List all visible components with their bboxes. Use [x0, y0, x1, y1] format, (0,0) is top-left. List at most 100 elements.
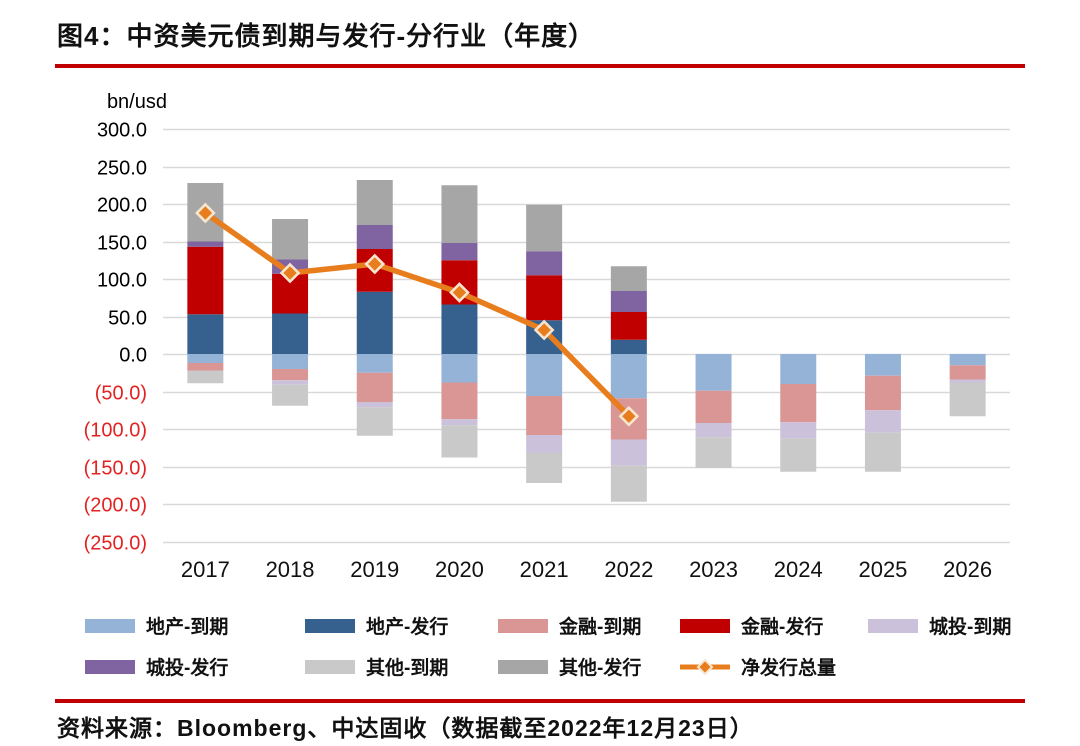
bar-segment-城投-发行 [187, 241, 224, 247]
bar-segment-其他-发行 [441, 185, 478, 243]
legend-label: 其他-到期 [366, 658, 449, 679]
net-issuance-marker [618, 405, 640, 427]
figure-title: 图4：中资美元债到期与发行-分行业（年度） [57, 21, 596, 51]
legend-swatch-icon [85, 618, 135, 633]
bar-segment-金融-到期 [864, 375, 901, 411]
legend-item-城投-到期: 城投-到期 [868, 612, 1011, 639]
y-axis-tick-label: 100.0 [97, 270, 147, 292]
bar-segment-金融-到期 [272, 369, 309, 381]
legend-label: 城投-发行 [146, 658, 229, 679]
bar-segment-金融-到期 [695, 390, 732, 423]
x-axis-tick-label: 2021 [520, 557, 569, 582]
bar-segment-城投-到期 [441, 419, 478, 426]
legend-row-2: 城投-发行 其他-到期 其他-发行 净发行总量 [0, 653, 1080, 680]
bar-segment-城投-到期 [526, 435, 563, 453]
bar-segment-城投-到期 [695, 423, 732, 438]
net-issuance-marker [449, 282, 470, 303]
net-issuance-marker [364, 253, 386, 275]
bar-segment-金融-发行 [610, 312, 647, 340]
bar-segment-地产-到期 [187, 354, 224, 363]
legend-item-城投-发行: 城投-发行 [85, 653, 228, 680]
bar-segment-城投-到期 [864, 410, 901, 433]
bar-segment-地产-到期 [780, 354, 817, 384]
y-axis-tick-label: (50.0) [95, 383, 147, 405]
net-issuance-marker [279, 262, 301, 284]
bar-segment-其他-到期 [356, 407, 393, 436]
legend-label: 金融-发行 [741, 617, 824, 638]
bar-segment-金融-发行 [526, 275, 563, 321]
y-axis-tick-label: 300.0 [97, 120, 147, 142]
x-axis-tick-label: 2023 [689, 557, 738, 582]
bar-segment-其他-发行 [526, 204, 563, 252]
title-divider-line [55, 64, 1025, 68]
bar-segment-金融-到期 [356, 372, 393, 402]
bar-segment-金融-发行 [187, 246, 224, 315]
x-axis-tick-label: 2024 [774, 557, 823, 582]
legend-label: 城投-到期 [929, 617, 1012, 638]
legend-swatch-icon [498, 618, 548, 633]
legend-label: 净发行总量 [741, 658, 837, 679]
source-note: 资料来源：Bloomberg、中达固收（数据截至2022年12月23日） [57, 715, 754, 741]
bar-segment-地产-到期 [949, 354, 986, 366]
y-axis-tick-label: 150.0 [97, 233, 147, 255]
bar-segment-其他-到期 [610, 465, 647, 502]
x-axis-tick-label: 2019 [350, 557, 399, 582]
legend-item-地产-到期: 地产-到期 [85, 612, 228, 639]
bar-segment-城投-到期 [780, 422, 817, 439]
legend-item-金融-发行: 金融-发行 [680, 612, 823, 639]
y-axis-tick-label: 250.0 [97, 158, 147, 180]
net-issuance-marker [195, 202, 216, 224]
bar-segment-地产-到期 [272, 354, 309, 369]
bar-segment-其他-到期 [272, 384, 309, 406]
legend-label: 地产-到期 [146, 617, 229, 638]
legend-line-marker-icon [680, 658, 730, 675]
bar-segment-其他-到期 [695, 437, 732, 468]
y-axis-unit-label: bn/usd [107, 91, 167, 113]
x-axis-tick-label: 2020 [435, 557, 484, 582]
bar-segment-金融-到期 [780, 384, 817, 423]
y-axis-tick-label: (150.0) [84, 458, 147, 480]
bar-segment-其他-到期 [441, 425, 478, 458]
bar-segment-城投-到期 [610, 439, 647, 466]
x-axis-tick-label: 2026 [943, 557, 992, 582]
y-axis-tick-label: 200.0 [97, 195, 147, 217]
net-issuance-line [202, 210, 632, 419]
bar-segment-金融-到期 [949, 365, 986, 380]
y-axis-tick-label: (250.0) [84, 533, 147, 555]
bar-segment-其他-到期 [864, 432, 901, 472]
bar-segment-金融-到期 [441, 382, 478, 420]
bar-segment-地产-发行 [187, 314, 224, 354]
bar-segment-地产-到期 [695, 354, 732, 391]
bar-segment-地产-到期 [610, 354, 647, 399]
bar-segment-地产-发行 [356, 291, 393, 354]
stacked-bar-line-chart: 300.0 250.0 200.0 150.0 100.0 50.0 0.0 (50.0) (1… [84, 91, 1010, 582]
legend-item-金融-到期: 金融-到期 [498, 612, 641, 639]
bar-segment-地产-到期 [864, 354, 901, 376]
footer-divider-line [55, 699, 1025, 703]
legend-label: 金融-到期 [559, 617, 642, 638]
x-axis-tick-label: 2025 [858, 557, 907, 582]
x-axis-tick-label: 2018 [266, 557, 315, 582]
bar-segment-城投-发行 [610, 291, 647, 312]
bar-segment-其他-到期 [187, 370, 224, 384]
legend-swatch-icon [305, 618, 355, 633]
legend-item-其他-到期: 其他-到期 [305, 653, 448, 680]
bar-segment-城投-到期 [949, 379, 986, 383]
y-axis-tick-label: 0.0 [119, 345, 147, 367]
bar-segment-城投-到期 [356, 402, 393, 408]
legend-swatch-icon [305, 659, 355, 674]
legend-label: 地产-发行 [366, 617, 449, 638]
bar-segment-其他-发行 [610, 266, 647, 291]
bar-segment-城投-发行 [356, 225, 393, 249]
bar-segment-其他-到期 [780, 438, 817, 472]
y-axis-tick-label: (200.0) [84, 495, 147, 517]
bar-segment-城投-到期 [272, 380, 309, 385]
bar-segment-其他-到期 [949, 382, 986, 417]
bar-segment-金融-到期 [526, 396, 563, 435]
bar-segment-其他-发行 [356, 180, 393, 225]
legend-item-地产-发行: 地产-发行 [305, 612, 448, 639]
legend-swatch-icon [498, 659, 548, 674]
legend-row-1: 地产-到期 地产-发行 金融-到期 金融-发行 城投-到期 [0, 612, 1080, 639]
net-issuance-marker [533, 319, 555, 341]
